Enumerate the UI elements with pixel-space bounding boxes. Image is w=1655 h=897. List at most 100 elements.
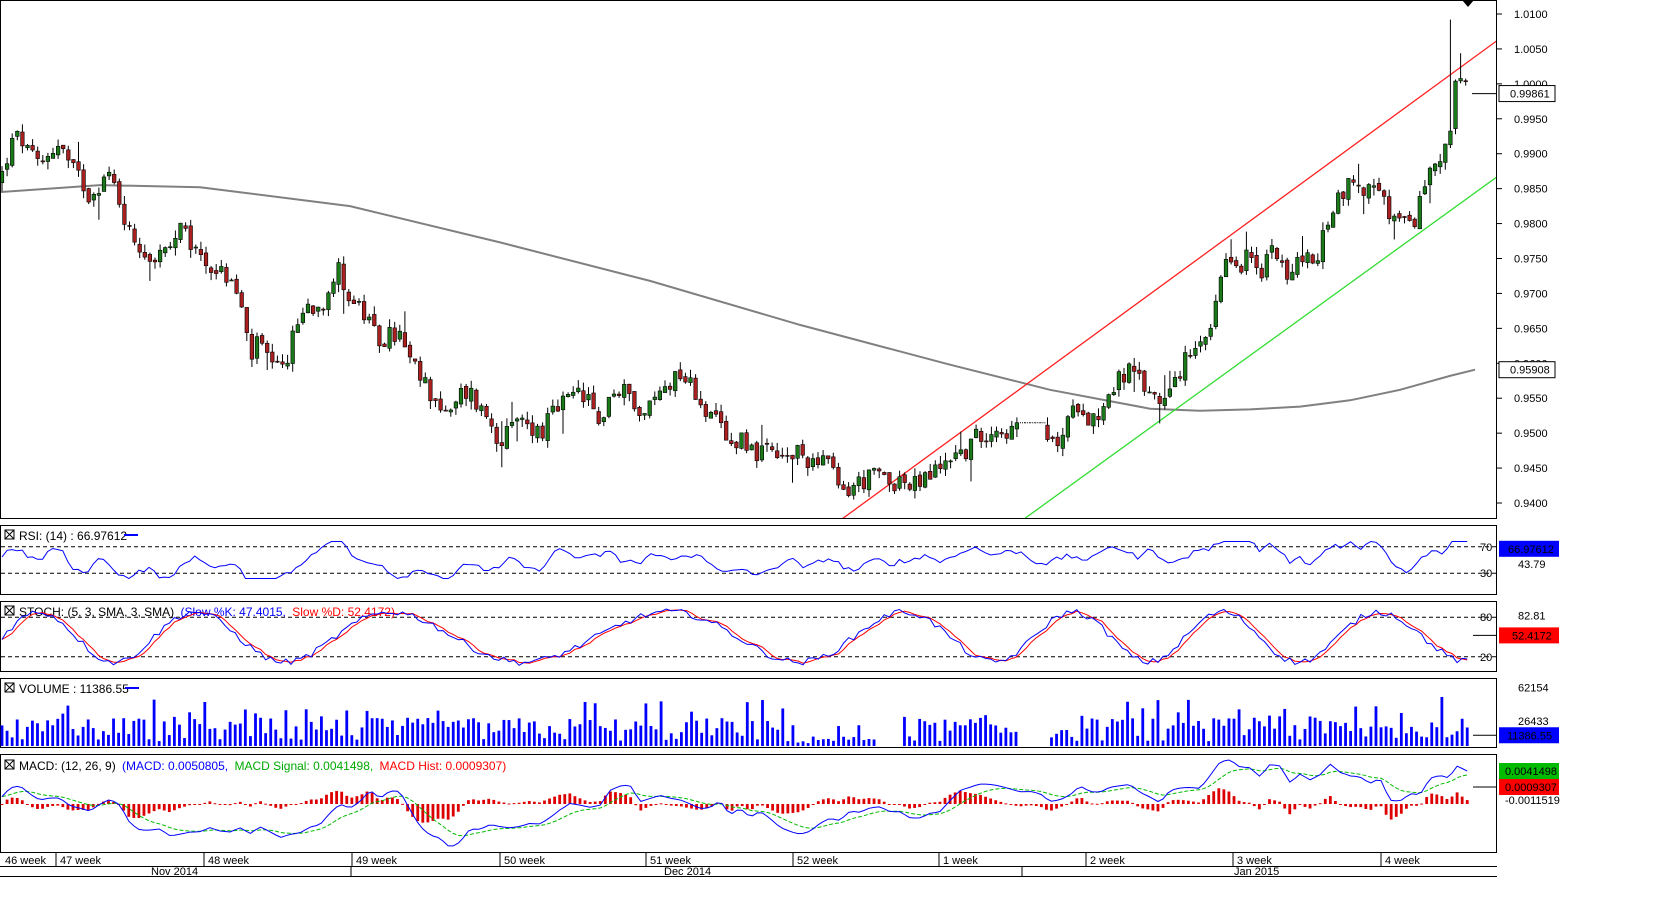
volume-bar — [426, 718, 430, 746]
candle-body — [321, 308, 326, 311]
volume-bar — [766, 721, 769, 746]
macd-value-label: (MACD: 0.0050805, — [122, 759, 228, 773]
candle-body — [50, 153, 56, 159]
volume-bar — [1399, 712, 1403, 746]
volume-bar — [330, 728, 333, 746]
macd-hist-bar — [355, 796, 359, 804]
volume-bar — [674, 738, 678, 746]
macd-hist-bar — [1019, 804, 1023, 807]
macd-hist-bar — [999, 801, 1003, 804]
candle-body — [412, 358, 418, 362]
macd-hist-bar — [1141, 804, 1145, 809]
candle-body — [1300, 255, 1305, 263]
macd-hist-bar — [309, 799, 313, 804]
volume-close-icon[interactable] — [4, 682, 15, 693]
candle-body — [1320, 230, 1325, 263]
macd-hist-bar — [867, 798, 871, 804]
volume-bar — [1146, 740, 1150, 746]
candle-body — [463, 385, 469, 399]
macd-close-icon[interactable] — [4, 759, 15, 770]
price-tick-label: 0.9700 — [1514, 288, 1548, 300]
candle-body — [1264, 254, 1269, 278]
volume-bar — [522, 731, 526, 746]
volume-bar — [1283, 708, 1287, 746]
volume-bar — [1404, 733, 1408, 746]
macd-hist-bar — [431, 804, 435, 821]
volume-bar — [1212, 718, 1216, 746]
macd-hist-bar — [294, 804, 298, 805]
macd-hist-bar — [1060, 804, 1064, 807]
macd-hist-bar — [679, 804, 683, 807]
volume-bar — [1425, 737, 1429, 746]
volume-bar — [279, 738, 283, 746]
macd-hist-bar — [588, 801, 592, 804]
volume-bar — [208, 728, 212, 746]
macd-hist-bar — [167, 804, 171, 813]
macd-hist-bar — [502, 802, 506, 804]
macd-hist-bar — [325, 794, 328, 804]
macd-hist-bar — [1100, 803, 1104, 805]
volume-bar — [1151, 718, 1155, 746]
candle-body — [871, 468, 877, 471]
candle-body — [377, 325, 382, 347]
volume-bar — [223, 729, 227, 746]
candle-body — [979, 430, 984, 442]
candle-body — [1, 171, 5, 184]
macd-hist-bar — [543, 800, 546, 804]
volume-bar — [527, 722, 531, 746]
volume-bar — [1293, 725, 1297, 746]
volume-bar — [1303, 728, 1307, 746]
volume-bar — [538, 733, 541, 746]
candle-body — [239, 292, 244, 308]
volume-bar — [1410, 726, 1413, 746]
macd-hist-bar — [10, 797, 14, 804]
macd-hist-bar — [1075, 798, 1079, 804]
week-label: 1 week — [943, 855, 978, 867]
macd-hist-bar — [152, 804, 156, 812]
volume-value-label: 11386.55 — [1507, 730, 1552, 742]
candle-body — [1101, 406, 1106, 421]
candle-body — [152, 259, 158, 263]
macd-hist-bar — [401, 803, 404, 805]
candle-body — [892, 483, 897, 492]
candle-body — [703, 404, 708, 417]
macd-hist-bar — [1293, 804, 1297, 810]
volume-bar — [243, 709, 247, 746]
candle-body — [555, 406, 560, 412]
macd-hist-bar — [350, 797, 354, 804]
candle-body — [367, 316, 372, 321]
volume-bar — [167, 735, 171, 746]
volume-bar — [1278, 716, 1282, 746]
candle-body — [846, 486, 851, 496]
macd-hist-bar — [112, 801, 115, 804]
volume-bar — [842, 736, 846, 746]
candle-body — [994, 430, 999, 438]
candle-body — [504, 426, 510, 449]
candle-body — [1208, 327, 1213, 337]
volume-bar — [781, 708, 785, 746]
candle-body — [999, 432, 1004, 435]
candle-body — [224, 267, 229, 283]
volume-bar — [1100, 740, 1104, 746]
candle-body — [1183, 352, 1188, 381]
candle-body — [244, 307, 249, 333]
volume-bar — [1110, 719, 1114, 746]
volume-bar — [548, 726, 551, 746]
stoch-close-icon[interactable] — [4, 605, 15, 616]
scroll-marker-icon[interactable] — [1462, 0, 1474, 7]
volume-bar — [1232, 718, 1236, 746]
candle-body — [509, 422, 515, 426]
macd-hist-bar — [603, 795, 607, 804]
macd-hist-bar — [1394, 804, 1398, 817]
rsi-close-icon[interactable] — [4, 529, 15, 540]
candle-body — [1106, 394, 1111, 408]
macd-hist-bar — [20, 800, 24, 804]
candle-body — [326, 292, 331, 310]
volume-bar — [294, 726, 298, 746]
macd-hist-bar — [421, 804, 425, 823]
volume-bar — [715, 728, 719, 746]
macd-hist-bar — [375, 798, 379, 804]
candle-body — [1438, 161, 1443, 168]
candle-body — [341, 263, 346, 291]
